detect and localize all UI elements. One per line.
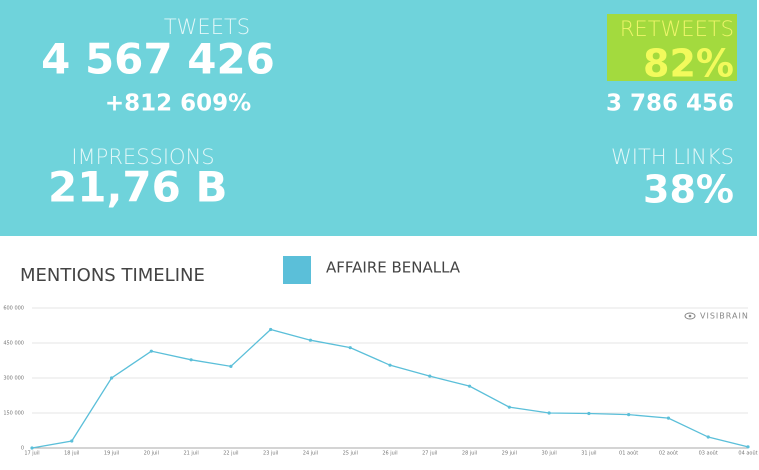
links-label: WITH LINKS [611, 145, 734, 169]
x-tick-label: 19 juil [104, 451, 119, 457]
point [229, 364, 233, 368]
x-tick-label: 03 août [699, 450, 718, 457]
x-tick-label: 04 août [738, 450, 757, 457]
point [706, 435, 710, 439]
point [308, 338, 313, 342]
x-tick-label: 27 juil [422, 451, 437, 457]
impressions-label: IMPRESSIONS [71, 145, 214, 169]
y-tick-label: 150 000 [3, 411, 24, 417]
point [666, 416, 671, 420]
point [507, 405, 511, 409]
x-tick-label: 26 juil [382, 451, 397, 457]
legend-swatch [283, 256, 311, 284]
y-tick-label: 0 [21, 446, 24, 452]
x-tick-label: 21 juil [183, 451, 198, 457]
point [189, 358, 193, 362]
point [348, 346, 352, 350]
tweets-growth: +812 609% [105, 91, 251, 117]
x-tick-label: 20 juil [144, 451, 159, 457]
chart-title: MENTIONS TIMELINE [20, 265, 205, 286]
point [547, 411, 551, 415]
retweets-label: RETWEETS [620, 17, 734, 41]
point [70, 439, 74, 443]
point [428, 374, 432, 378]
point [149, 349, 153, 353]
legend-label: AFFAIRE BENALLA [326, 259, 461, 277]
x-tick-label: 30 juil [541, 451, 556, 457]
x-tick-label: 25 juil [343, 451, 358, 457]
point [627, 413, 631, 417]
x-tick-label: 18 juil [64, 451, 79, 457]
x-tick-label: 23 juil [263, 451, 278, 457]
point [109, 376, 114, 380]
x-tick-label: 31 juil [581, 451, 596, 457]
x-tick-label: 29 juil [502, 451, 517, 457]
x-tick-label: 02 août [659, 450, 678, 457]
y-tick-label: 450 000 [3, 341, 24, 347]
point [388, 363, 392, 367]
point [587, 411, 591, 416]
watermark: VISIBRAIN [700, 312, 749, 321]
point [746, 445, 750, 449]
links-value: 38% [643, 168, 734, 212]
x-tick-label: 01 août [619, 450, 638, 457]
y-tick-label: 300 000 [3, 376, 24, 382]
x-tick-label: 28 juil [462, 451, 477, 457]
x-tick-label: 22 juil [223, 451, 238, 457]
eye-icon [684, 312, 696, 320]
tweets-label: TWEETS [164, 15, 250, 39]
retweets-count: 3 786 456 [606, 91, 734, 117]
x-tick-label: 24 juil [303, 451, 318, 457]
point [30, 446, 34, 450]
retweets-value: 82% [643, 42, 734, 86]
x-tick-label: 17 juil [24, 451, 39, 457]
point [467, 384, 472, 388]
point [269, 327, 273, 332]
impressions-value: 21,76 B [48, 163, 227, 212]
tweets-value: 4 567 426 [41, 35, 275, 84]
highlight [607, 14, 737, 81]
y-tick-label: 600 000 [3, 306, 24, 312]
eye-icon-pupil [688, 314, 692, 318]
